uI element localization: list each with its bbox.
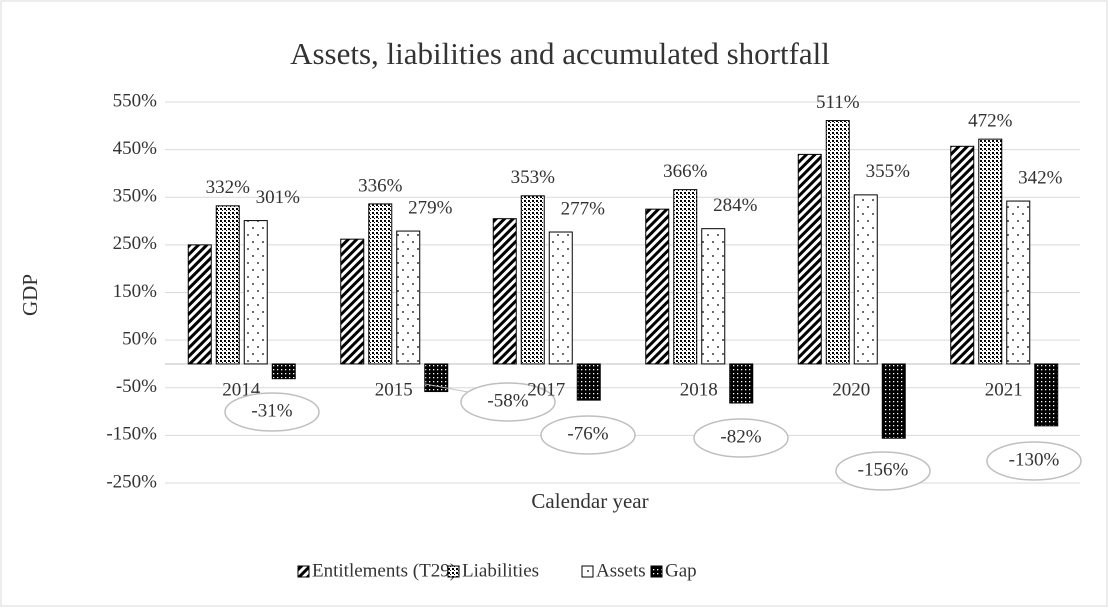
data-label: 355% <box>866 161 911 182</box>
callout <box>835 451 931 491</box>
bar <box>701 228 726 365</box>
x-tick-label: 2018 <box>680 379 718 400</box>
bar <box>729 363 754 404</box>
legend-label: Entitlements (T29) <box>312 560 456 581</box>
x-tick-label: 2017 <box>527 379 565 400</box>
y-axis-title: GDP <box>18 274 42 316</box>
bar <box>548 231 573 365</box>
data-label: 353% <box>511 167 556 188</box>
y-tick-label: 150% <box>113 281 158 302</box>
y-tick-label: -50% <box>116 376 157 397</box>
bar <box>673 189 698 365</box>
bar <box>520 195 545 365</box>
bar <box>340 238 365 365</box>
bar <box>271 363 296 380</box>
data-label: 284% <box>713 195 758 216</box>
data-label: -82% <box>720 426 761 447</box>
bar <box>1006 200 1031 365</box>
x-tick-label: 2021 <box>985 379 1023 400</box>
bar <box>853 194 878 365</box>
data-label: 301% <box>256 187 301 208</box>
data-label: -156% <box>858 459 909 480</box>
data-label: -76% <box>567 423 608 444</box>
data-label: 277% <box>561 198 606 219</box>
bar <box>576 363 601 401</box>
bar <box>492 218 517 365</box>
bar <box>978 138 1003 365</box>
legend-swatch <box>297 565 310 578</box>
bar <box>1034 363 1059 427</box>
callout <box>224 392 320 432</box>
chart-title: Assets, liabilities and accumulated shor… <box>290 36 830 71</box>
x-axis-title: Calendar year <box>531 489 648 513</box>
y-tick-label: 350% <box>113 186 158 207</box>
bar <box>368 203 393 365</box>
y-tick-label: 250% <box>113 233 158 254</box>
data-label: 472% <box>968 111 1013 132</box>
x-tick-label: 2020 <box>832 379 870 400</box>
callout <box>986 441 1082 481</box>
legend-swatch <box>447 565 460 578</box>
callout <box>460 382 556 422</box>
callout <box>540 415 636 455</box>
bar <box>645 208 670 365</box>
legend-swatch <box>581 565 594 578</box>
data-label: 279% <box>408 197 453 218</box>
bar <box>215 205 240 365</box>
legend-label: Gap <box>665 560 697 581</box>
y-tick-label: 550% <box>113 90 158 111</box>
y-tick-label: -150% <box>106 424 157 445</box>
callout <box>693 418 789 458</box>
legend-swatch <box>650 565 663 578</box>
bar <box>187 244 212 365</box>
y-tick-label: 50% <box>122 328 157 349</box>
bar <box>881 363 906 439</box>
bar <box>243 220 268 365</box>
data-label: 511% <box>816 92 860 113</box>
legend-label: Assets <box>596 560 646 581</box>
data-label: 342% <box>1018 167 1063 188</box>
data-label: 332% <box>206 177 251 198</box>
bar <box>396 230 421 365</box>
data-label: -130% <box>1009 449 1060 470</box>
y-tick-label: 450% <box>113 138 158 159</box>
legend-label: Liabilities <box>462 560 539 581</box>
bar <box>797 153 822 365</box>
data-label: 336% <box>358 175 403 196</box>
x-tick-label: 2015 <box>375 379 413 400</box>
data-label: -58% <box>487 390 528 411</box>
bar <box>950 145 975 365</box>
y-tick-label: -250% <box>106 471 157 492</box>
data-label: 366% <box>663 161 708 182</box>
bar <box>825 120 850 365</box>
data-label: -31% <box>251 400 292 421</box>
